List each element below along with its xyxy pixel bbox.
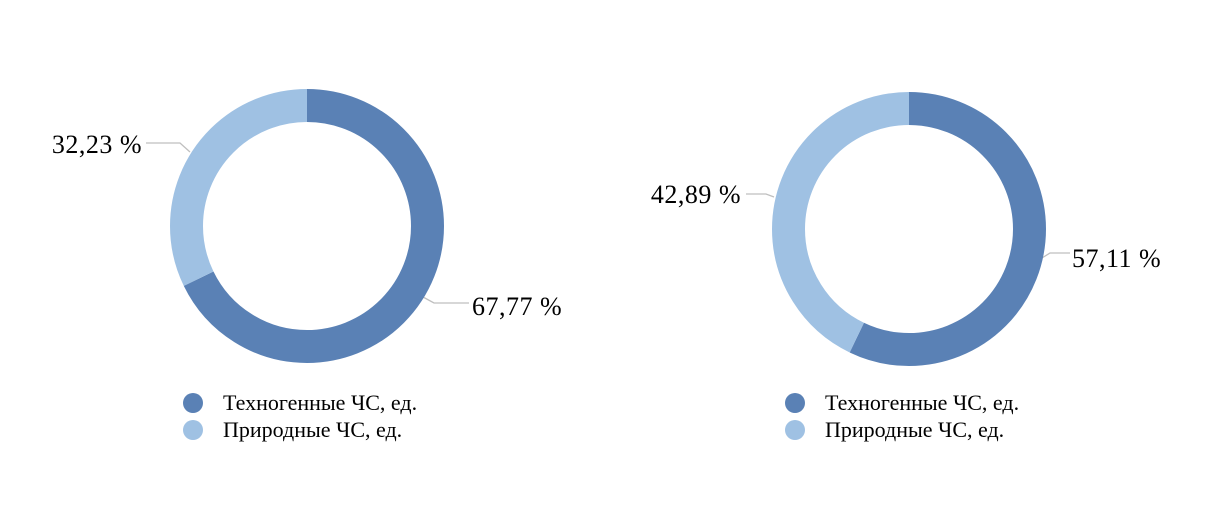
chart-legend: Техногенные ЧС, ед. Природные ЧС, ед. bbox=[785, 389, 1019, 443]
chart-legend: Техногенные ЧС, ед. Природные ЧС, ед. bbox=[183, 389, 417, 443]
donut-segment-natural bbox=[772, 92, 1046, 366]
legend-marker-natural bbox=[785, 419, 805, 440]
leader-line-left-technogenic bbox=[422, 296, 469, 304]
leader-line-right-natural bbox=[746, 193, 775, 198]
leader-line-left-natural bbox=[146, 142, 191, 153]
legend-item-technogenic: Техногенные ЧС, ед. bbox=[785, 389, 1019, 416]
donut-ring-2 bbox=[772, 92, 1046, 366]
legend-label: Природные ЧС, ед. bbox=[825, 417, 1005, 442]
slice-label-technogenic: 57,11 % bbox=[1072, 244, 1162, 273]
donut-segment-natural bbox=[170, 89, 444, 363]
donut-ring-1 bbox=[170, 89, 444, 363]
leader-line-right-technogenic bbox=[1041, 252, 1070, 259]
legend-item-technogenic: Техногенные ЧС, ед. bbox=[183, 389, 417, 416]
slice-label-natural: 32,23 % bbox=[51, 130, 142, 159]
legend-item-natural: Природные ЧС, ед. bbox=[785, 416, 1019, 443]
slice-label-natural: 42,89 % bbox=[650, 180, 741, 209]
legend-marker-technogenic bbox=[785, 392, 805, 413]
legend-marker-natural bbox=[183, 419, 203, 440]
legend-label: Техногенные ЧС, ед. bbox=[223, 390, 418, 415]
legend-marker-technogenic bbox=[183, 392, 203, 413]
legend-label: Техногенные ЧС, ед. bbox=[825, 390, 1020, 415]
legend-item-natural: Природные ЧС, ед. bbox=[183, 416, 417, 443]
slice-label-technogenic: 67,77 % bbox=[472, 292, 563, 321]
legend-label: Природные ЧС, ед. bbox=[223, 417, 403, 442]
